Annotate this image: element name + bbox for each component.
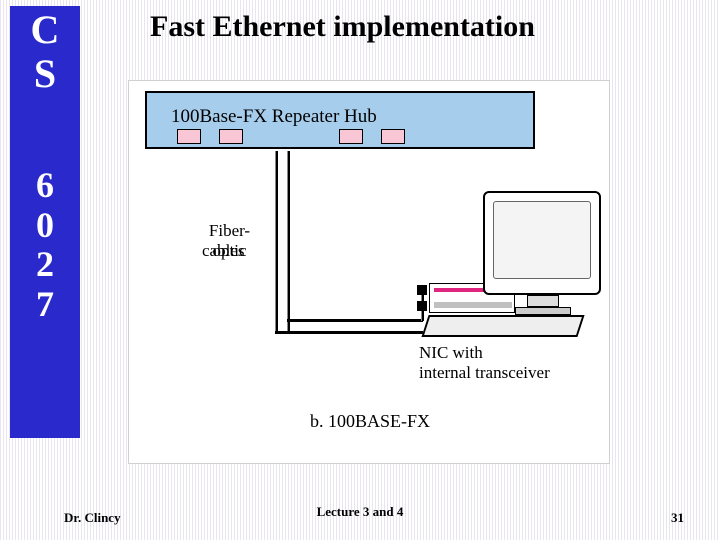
cable-line <box>287 151 290 333</box>
cable-line <box>275 151 278 333</box>
cable-label: Fiber-optic cables <box>147 221 257 241</box>
diagram-caption: b. 100BASE-FX <box>129 411 611 432</box>
course-letter: C <box>20 8 70 52</box>
monitor-stand <box>527 295 559 307</box>
course-digit: 7 <box>20 285 70 325</box>
footer: Dr. Clincy Lecture 3 and 4 31 <box>0 504 720 526</box>
cable-label-line: cables <box>202 241 244 261</box>
hub-port <box>177 129 201 144</box>
course-letters: C S <box>20 8 70 128</box>
course-number: 6 0 2 7 <box>20 166 70 366</box>
hub-port <box>339 129 363 144</box>
computer-base <box>421 315 584 337</box>
nic-connector <box>417 301 427 311</box>
nic-label-line: internal transceiver <box>419 363 550 383</box>
nic-strip <box>434 302 512 308</box>
monitor-screen <box>493 201 591 279</box>
course-digit: 6 <box>20 166 70 206</box>
nic-label-line: NIC with <box>419 343 483 363</box>
hub-box: 100Base-FX Repeater Hub <box>145 91 535 149</box>
nic-accent-bar <box>434 288 490 292</box>
cable-line <box>275 331 423 334</box>
course-digit: 0 <box>20 206 70 246</box>
hub-port <box>381 129 405 144</box>
diagram-canvas: 100Base-FX Repeater Hub Fiber-optic cabl… <box>128 80 610 464</box>
nic-label: NIC with internal transceiver <box>419 343 599 363</box>
cable-line <box>287 319 423 322</box>
hub-label: 100Base-FX Repeater Hub <box>171 106 377 128</box>
nic-connector <box>417 285 427 295</box>
hub-port <box>219 129 243 144</box>
footer-pagenum: 31 <box>671 510 684 526</box>
course-letter: S <box>20 52 70 96</box>
course-digit: 2 <box>20 245 70 285</box>
monitor-foot <box>515 307 571 315</box>
footer-lecture: Lecture 3 and 4 <box>0 504 720 520</box>
slide-title: Fast Ethernet implementation <box>150 10 535 44</box>
course-sidebar: C S 6 0 2 7 <box>10 6 80 438</box>
